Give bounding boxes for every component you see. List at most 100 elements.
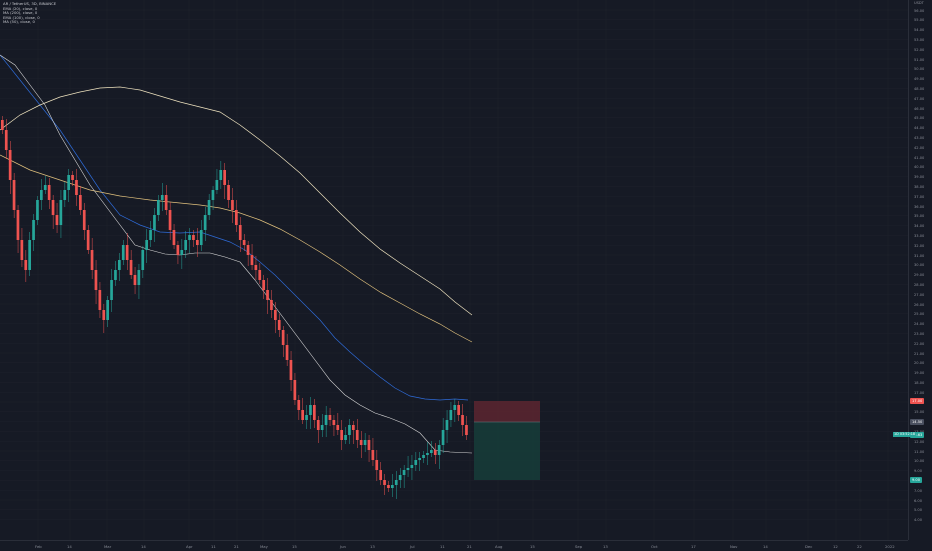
candle-body[interactable] [8,150,12,180]
candle-body[interactable] [309,405,312,415]
candle-body[interactable] [94,270,98,290]
candle-body[interactable] [324,415,328,425]
candle-body[interactable] [196,240,199,245]
candle-body[interactable] [118,260,121,270]
candle-body[interactable] [270,300,273,310]
long-position-tool[interactable] [474,401,540,480]
candle-body[interactable] [75,180,78,195]
candle-body[interactable] [235,210,238,225]
legend-ema100[interactable]: EMA (100), close, 0 [3,14,40,20]
time-axis[interactable]: Feb 14 Mar 14 Apr 11 21 May 15 Jun 13 Jul 11 21 Aug 15 S… [0,540,908,551]
candlestick-series[interactable] [1,116,468,499]
candle-body[interactable] [98,290,102,310]
candle-body[interactable] [129,260,133,275]
chart-pane[interactable]: AR / TetherUS, 3D, BINANCE EMA (20), clo… [0,0,908,540]
candle-body[interactable] [121,245,125,260]
candle-body[interactable] [414,460,418,465]
candle-body[interactable] [192,235,195,240]
legend-ma200[interactable]: MA (200), close, 0 [3,10,38,16]
candle-body[interactable] [114,270,117,280]
candle-body[interactable] [320,425,324,430]
candle-body[interactable] [149,230,152,240]
candle-body[interactable] [406,468,410,470]
candle-body[interactable] [246,245,250,255]
candle-body[interactable] [231,200,234,210]
candle-body[interactable] [184,240,187,250]
candle-body[interactable] [102,310,106,320]
candle-body[interactable] [355,430,359,440]
candle-body[interactable] [32,220,35,240]
legend-ma50[interactable]: MA (50), close, 0 [3,19,35,25]
candle-body[interactable] [453,405,457,410]
candle-body[interactable] [211,190,215,200]
candle-body[interactable] [316,420,320,430]
candle-body[interactable] [157,200,160,215]
candle-body[interactable] [28,240,31,270]
candle-body[interactable] [207,200,211,215]
candle-body[interactable] [441,430,445,445]
candle-body[interactable] [387,485,390,488]
candle-body[interactable] [215,180,219,190]
candle-body[interactable] [145,240,148,250]
candle-body[interactable] [47,185,51,200]
candle-body[interactable] [332,420,336,425]
candle-body[interactable] [203,215,207,230]
candle-body[interactable] [40,190,43,200]
candle-body[interactable] [402,470,406,475]
candle-body[interactable] [379,470,382,480]
price-axis[interactable]: USDT 56.00 55.00 54.00 53.00 52.00 51.00 50.00… [908,0,932,540]
candle-body[interactable] [242,240,246,245]
candle-body[interactable] [348,425,351,435]
candle-body[interactable] [16,210,20,240]
candle-body[interactable] [344,435,347,440]
candle-body[interactable] [367,440,371,450]
candle-body[interactable] [63,190,67,200]
candle-body[interactable] [340,430,343,440]
candle-body[interactable] [457,405,460,415]
candle-body[interactable] [433,450,437,455]
candle-body[interactable] [36,200,39,220]
candle-body[interactable] [55,215,59,225]
candle-body[interactable] [285,345,289,360]
candle-body[interactable] [258,270,262,280]
candle-body[interactable] [160,195,164,200]
candle-body[interactable] [391,485,394,488]
candle-body[interactable] [359,440,363,445]
candle-body[interactable] [398,475,402,480]
candle-body[interactable] [141,250,145,270]
candle-body[interactable] [1,120,4,130]
candle-body[interactable] [223,170,226,185]
candle-body[interactable] [375,460,379,470]
candle-body[interactable] [394,480,398,485]
candle-body[interactable] [465,425,468,435]
candle-body[interactable] [153,215,156,230]
candle-body[interactable] [164,195,168,210]
candle-body[interactable] [67,175,70,190]
candle-body[interactable] [371,450,375,460]
candle-body[interactable] [328,415,332,420]
candle-body[interactable] [90,250,94,270]
candle-body[interactable] [199,230,203,245]
legend-ema20[interactable]: EMA (20), close, 0 [3,5,38,11]
candle-body[interactable] [79,195,82,210]
candle-body[interactable] [281,330,285,345]
candle-body[interactable] [180,250,184,255]
candle-body[interactable] [168,210,172,230]
candle-body[interactable] [383,480,386,485]
candle-body[interactable] [461,415,464,425]
candle-body[interactable] [352,425,355,430]
candle-body[interactable] [71,175,74,180]
candle-body[interactable] [301,410,304,420]
candle-body[interactable] [82,210,86,230]
candle-body[interactable] [86,230,90,250]
candle-body[interactable] [59,200,63,225]
candle-body[interactable] [437,445,441,455]
candle-body[interactable] [188,235,191,240]
candle-body[interactable] [51,200,55,215]
candle-body[interactable] [422,455,425,458]
candle-body[interactable] [43,185,47,190]
candle-body[interactable] [274,310,277,320]
chart-legend[interactable]: AR / TetherUS, 3D, BINANCE EMA (20), clo… [3,1,56,25]
candle-body[interactable] [363,440,367,445]
candle-body[interactable] [313,405,316,420]
